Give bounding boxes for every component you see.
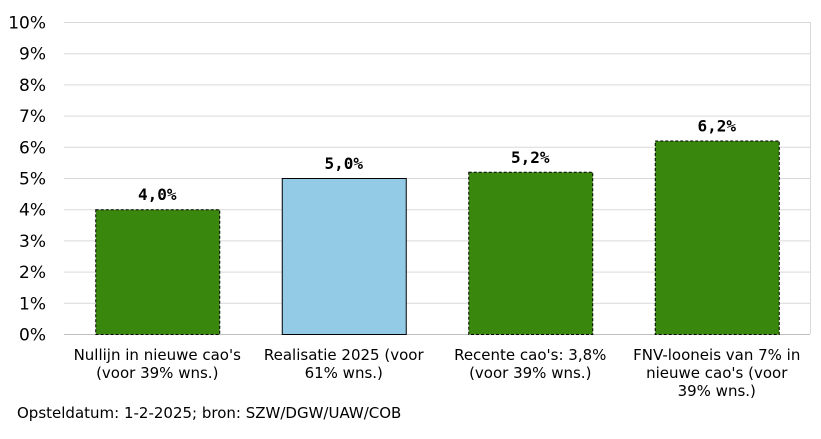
y-tick-label: 5% xyxy=(19,170,46,190)
x-tick-label: FNV-looneis van 7% in xyxy=(633,346,800,364)
x-tick-label: Realisatie 2025 (voor xyxy=(264,346,425,364)
y-tick-label: 10% xyxy=(8,14,46,34)
data-label: 5,2% xyxy=(511,148,550,167)
bar xyxy=(468,171,594,335)
source-note: Opsteldatum: 1-2-2025; bron: SZW/DGW/UAW… xyxy=(17,404,402,422)
y-tick-label: 3% xyxy=(19,232,46,252)
x-tick-label: nieuwe cao's (voor xyxy=(646,364,788,382)
x-tick-label: 39% wns.) xyxy=(678,382,756,400)
y-tick-label: 9% xyxy=(19,45,46,65)
data-label: 6,2% xyxy=(697,117,736,136)
data-label: 5,0% xyxy=(324,154,363,173)
x-tick-label: 61% wns.) xyxy=(305,364,383,382)
bar xyxy=(281,178,407,335)
y-tick-label: 2% xyxy=(19,263,46,283)
y-tick-label: 4% xyxy=(19,201,46,221)
x-tick-label: Nullijn in nieuwe cao's xyxy=(74,346,242,364)
y-tick-label: 8% xyxy=(19,76,46,96)
data-label: 4,0% xyxy=(138,185,177,204)
bar xyxy=(654,140,780,335)
bar xyxy=(95,209,221,335)
y-tick-label: 1% xyxy=(19,294,46,314)
x-tick-label: (voor 39% wns.) xyxy=(469,364,591,382)
x-tick-label: Recente cao's: 3,8% xyxy=(454,346,606,364)
y-tick-label: 0% xyxy=(19,326,46,346)
y-tick-label: 6% xyxy=(19,138,46,158)
y-tick-label: 7% xyxy=(19,107,46,127)
x-tick-label: (voor 39% wns.) xyxy=(96,364,218,382)
